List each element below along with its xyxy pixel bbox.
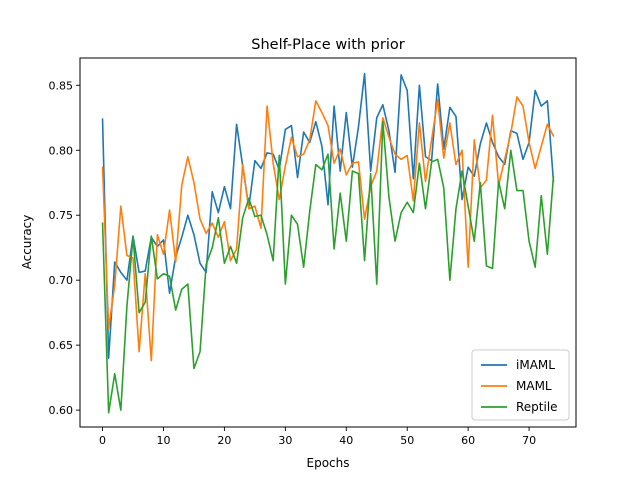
x-axis: 0 10 20 30 40 50 60 70 <box>99 427 536 447</box>
x-tick-label: 70 <box>522 434 536 447</box>
x-tick-label: 60 <box>461 434 475 447</box>
x-tick-label: 30 <box>278 434 292 447</box>
y-axis: 0.60 0.65 0.70 0.75 0.80 0.85 <box>49 79 80 417</box>
y-tick-label: 0.70 <box>49 274 74 287</box>
chart-title: Shelf-Place with prior <box>251 37 404 53</box>
plot-frame <box>79 57 577 428</box>
series-line-maml <box>101 96 555 362</box>
y-tick-label: 0.85 <box>49 79 74 92</box>
series-layer <box>101 72 555 414</box>
legend-label-imaml: iMAML <box>516 358 555 372</box>
legend-label-maml: MAML <box>516 379 552 393</box>
x-tick-label: 50 <box>400 434 414 447</box>
x-axis-label: Epochs <box>307 456 350 470</box>
legend: iMAML MAML Reptile <box>471 349 570 421</box>
y-tick-label: 0.75 <box>49 209 74 222</box>
x-tick-label: 0 <box>99 434 106 447</box>
x-tick-label: 40 <box>339 434 353 447</box>
y-tick-label: 0.60 <box>49 404 74 417</box>
y-axis-label: Accuracy <box>20 215 34 270</box>
y-tick-label: 0.80 <box>49 144 74 157</box>
x-tick-label: 20 <box>217 434 231 447</box>
legend-label-reptile: Reptile <box>516 400 558 414</box>
legend-box <box>471 349 570 421</box>
x-tick-label: 10 <box>156 434 170 447</box>
series-line-reptile <box>101 120 555 414</box>
series-line-imaml <box>101 72 555 359</box>
y-tick-label: 0.65 <box>49 339 74 352</box>
